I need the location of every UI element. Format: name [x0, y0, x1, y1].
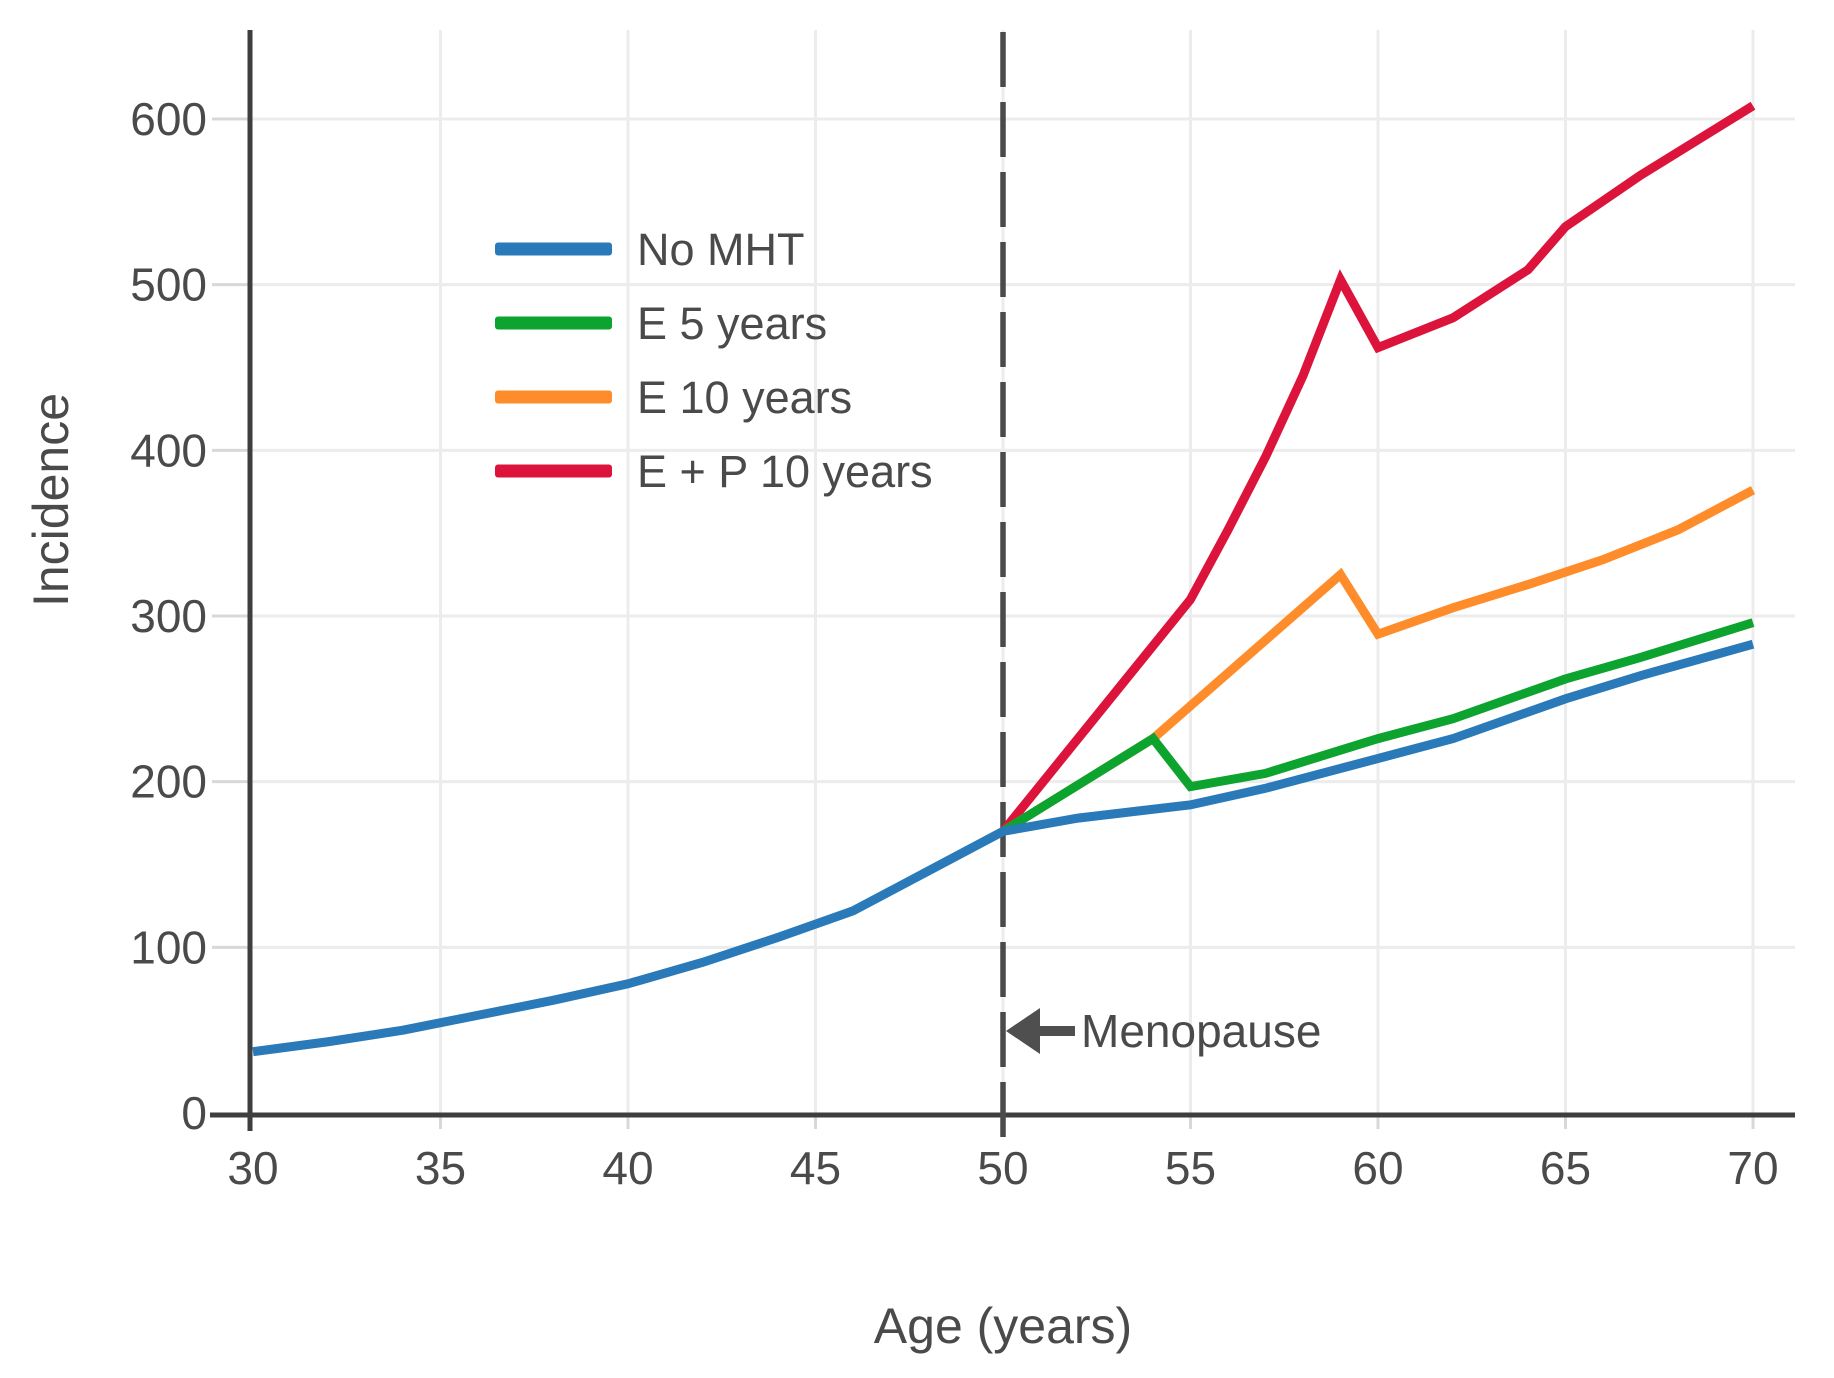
legend-swatch-no-mht [495, 242, 612, 256]
x-tick-label: 40 [602, 1142, 653, 1194]
y-tick-label: 300 [130, 590, 207, 642]
y-tick-label: 200 [130, 756, 207, 808]
x-tick-label: 55 [1165, 1142, 1216, 1194]
data-series [252, 101, 1756, 1057]
series-line-e-p-10-years [999, 101, 1756, 835]
gridlines [250, 30, 1795, 1115]
x-tick-label: 45 [790, 1142, 841, 1194]
menopause-label: Menopause [1081, 1005, 1321, 1057]
legend-label-e-5-years: E 5 years [637, 298, 827, 349]
x-tick-label: 50 [977, 1142, 1028, 1194]
y-tick-label: 600 [130, 93, 207, 145]
x-tick-label: 65 [1540, 1142, 1591, 1194]
y-tick-label: 500 [130, 259, 207, 311]
y-tick-label: 0 [181, 1087, 207, 1139]
legend-label-no-mht: No MHT [637, 224, 805, 275]
y-axis-title: Incidence [23, 393, 79, 607]
series-line-e-5-years [1000, 618, 1755, 836]
x-tick-label: 60 [1352, 1142, 1403, 1194]
x-tick-label: 30 [227, 1142, 278, 1194]
y-tick-label: 400 [130, 424, 207, 476]
legend-swatch-e-p-10-years [495, 464, 612, 478]
x-tick-label: 35 [415, 1142, 466, 1194]
legend-label-e-p-10-years: E + P 10 years [637, 446, 933, 497]
menopause-annotation: Menopause [1006, 1005, 1321, 1057]
tick-labels: 30 35 40 45 50 55 60 65 70 0 100 200 300 400 500 600 [130, 93, 1778, 1194]
series-line-e-10-years [1000, 486, 1756, 836]
series-line-no-mht [252, 639, 1755, 1057]
legend: No MHT E 5 years E 10 years E + P 10 years [495, 224, 933, 497]
y-tick-label: 100 [130, 921, 207, 973]
legend-label-e-10-years: E 10 years [637, 372, 852, 423]
x-axis-title: Age (years) [874, 1298, 1132, 1354]
tick-marks [212, 117, 1755, 1129]
legend-swatch-e-5-years [495, 316, 612, 330]
left-arrow-icon [1006, 1008, 1075, 1054]
legend-swatch-e-10-years [495, 390, 612, 404]
x-tick-label: 70 [1727, 1142, 1778, 1194]
